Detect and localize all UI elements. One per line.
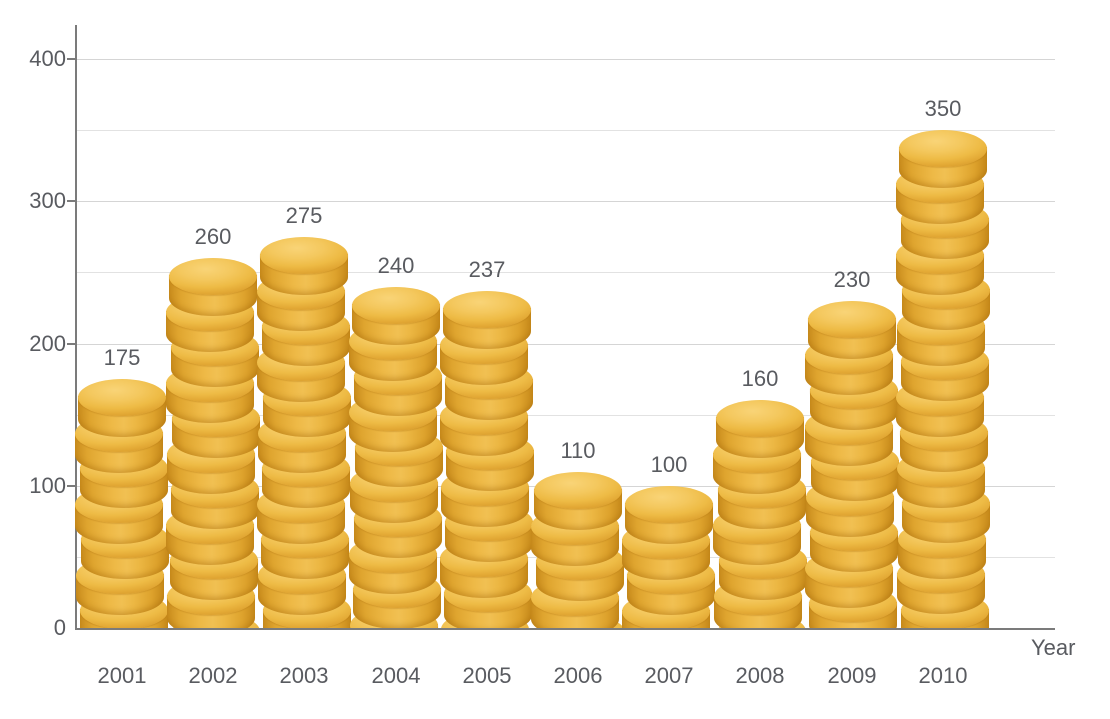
bar-value-label-2007: 100 [650, 452, 688, 477]
gold-coin [899, 130, 987, 188]
gridline-major [76, 201, 1055, 202]
gold-coin [716, 400, 804, 458]
gold-coin [260, 237, 348, 295]
gridline-minor [76, 272, 1055, 273]
x-tick-label-2009: 2009 [827, 663, 877, 688]
x-tick-label-2004: 2004 [371, 663, 421, 688]
bar-value-label-2005: 237 [468, 257, 506, 282]
x-axis-title: Year [1031, 635, 1076, 660]
bar-value-label-2006: 110 [560, 438, 596, 463]
bar-value-label-2002: 260 [194, 224, 232, 249]
y-tick-label-300: 300 [29, 188, 66, 213]
y-tick-label-400: 400 [29, 46, 66, 71]
gold-coin [808, 301, 896, 359]
coin-stack-2007 [622, 486, 716, 628]
bar-value-label-2008: 160 [741, 366, 779, 391]
coin-face [534, 472, 622, 509]
bar-value-label-2003: 275 [285, 203, 323, 228]
coin-stack-2009 [805, 301, 899, 628]
gold-coin [446, 433, 534, 491]
coin-stack-2008 [713, 400, 807, 628]
x-tick-label-2002: 2002 [188, 663, 238, 688]
y-axis-line [75, 25, 77, 630]
gold-coin [443, 291, 531, 349]
coin-face [899, 130, 987, 167]
bar-value-label-2009: 230 [833, 267, 871, 292]
gridline-minor [76, 130, 1055, 131]
coin-stack-2006 [531, 472, 625, 628]
coin-stack-2004 [349, 287, 443, 628]
coin-stack-2010 [896, 130, 990, 628]
gold-coin [625, 486, 713, 544]
coin-stack-2005 [440, 291, 534, 628]
y-tick-label-100: 100 [29, 473, 66, 498]
x-axis-line [75, 628, 1055, 630]
y-axis-tick [67, 485, 75, 487]
x-tick-label-2007: 2007 [644, 663, 694, 688]
bar-value-label-2004: 240 [377, 253, 415, 278]
gridline-major [76, 59, 1055, 60]
coin-stack-2003 [257, 237, 351, 628]
y-axis-tick [67, 58, 75, 60]
gold-coin [78, 379, 166, 437]
gridline-minor [76, 415, 1055, 416]
x-tick-label-2010: 2010 [918, 663, 968, 688]
coin-stack-2002 [166, 258, 260, 628]
x-tick-label-2006: 2006 [553, 663, 603, 688]
coin-face [716, 400, 804, 437]
y-axis-tick [67, 200, 75, 202]
coin-face [808, 301, 896, 338]
coin-face [352, 287, 440, 324]
coin-face [169, 258, 257, 295]
gridline-major [76, 344, 1055, 345]
x-tick-label-2001: 2001 [97, 663, 147, 688]
x-tick-label-2003: 2003 [279, 663, 329, 688]
gold-coin [352, 287, 440, 345]
coin-face [443, 291, 531, 328]
y-tick-label-0: 0 [53, 615, 66, 640]
gold-coin [534, 472, 622, 530]
bar-value-label-2010: 350 [924, 96, 962, 121]
coin-stack-2001 [75, 379, 169, 628]
x-tick-label-2008: 2008 [735, 663, 785, 688]
gold-coin [169, 258, 257, 316]
y-tick-label-200: 200 [29, 331, 66, 356]
coin-face [78, 379, 166, 416]
gold-coin [166, 294, 254, 352]
y-axis-tick [67, 343, 75, 345]
x-tick-label-2005: 2005 [462, 663, 512, 688]
coin-face [260, 237, 348, 274]
coin-face [625, 486, 713, 523]
bar-value-label-2001: 175 [103, 345, 141, 370]
